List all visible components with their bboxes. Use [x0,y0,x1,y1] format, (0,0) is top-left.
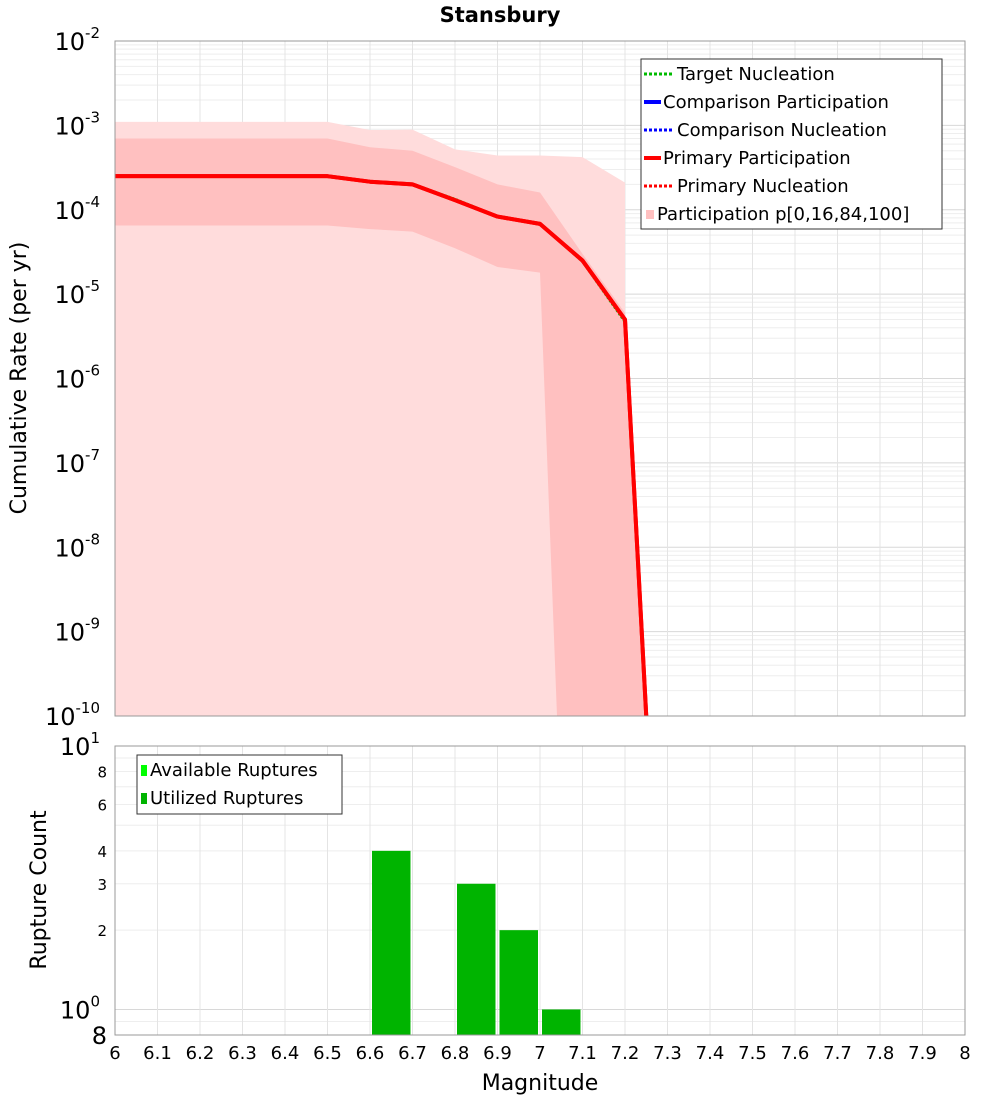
top-lines [115,174,649,717]
y-tick-label: 10-8 [54,530,100,562]
y-tick-label: 8 [97,764,107,782]
x-tick-label: 6.6 [356,1043,385,1064]
top-y-axis-label: Cumulative Rate (per yr) [7,242,32,515]
x-tick-label: 7 [534,1043,545,1064]
bottom-x-ticks: 6 6.1 6.2 6.3 6.4 6.5 6.6 6.7 6.8 6.9 7 7.1 7.2 7.3 7.… [109,1043,970,1064]
band-p16-p84 [115,138,647,717]
top-legend: Target Nucleation Comparison Participatio… [640,58,943,230]
legend-swatch [141,765,147,776]
top-plot-border [114,40,966,717]
legend-swatch [141,793,147,804]
y-tick-label: 10-6 [54,362,100,394]
chart-title: Stansbury [440,3,561,27]
band-p0-p100 [115,121,625,716]
x-axis-label: Magnitude [482,1071,599,1096]
bottom-bars [372,850,581,1035]
legend-label: Primary Nucleation [677,176,849,197]
top-bands [115,121,647,717]
y-tick-label: 10-9 [54,615,100,647]
legend-box [136,754,343,815]
legend-label: Participation p[0,16,84,100] [657,204,909,225]
x-tick-label: 7.2 [611,1043,640,1064]
x-tick-label: 7.3 [653,1043,682,1064]
y-tick-label: 4 [97,843,107,861]
x-tick-label: 7.7 [823,1043,852,1064]
y-tick-label: 101 [60,729,100,761]
x-tick-label: 7.1 [568,1043,597,1064]
legend-label: Target Nucleation [676,64,835,85]
legend-label: Primary Participation [663,148,851,169]
bottom-y-axis-label: Rupture Count [27,810,52,970]
y-tick-label: 100 [60,992,100,1024]
x-tick-label: 8 [959,1043,970,1064]
x-tick-label: 6.5 [313,1043,342,1064]
x-tick-label: 7.6 [781,1043,810,1064]
bar [542,1009,581,1035]
y-tick-label: 10-3 [54,108,100,140]
y-tick-label: 10-2 [54,24,100,56]
x-tick-label: 7.4 [696,1043,725,1064]
x-tick-label: 6.7 [398,1043,427,1064]
legend-label: Comparison Nucleation [677,120,887,141]
top-y-ticks: 10-2 10-3 10-4 10-5 10-6 10-7 10-8 10-9 10-10 [45,24,100,731]
bar [499,930,538,1035]
y-tick-label: 6 [97,796,107,814]
legend-label: Comparison Participation [663,92,889,113]
series-line-primary-participation-top [115,174,649,717]
x-tick-label: 6.8 [441,1043,470,1064]
y-tick-label: 10-4 [54,193,100,225]
x-tick-label: 6.1 [143,1043,172,1064]
x-tick-label: 6.3 [228,1043,257,1064]
x-tick-label: 7.8 [866,1043,895,1064]
y-tick-label: 8 [92,1022,107,1050]
x-tick-label: 6.4 [271,1043,300,1064]
y-tick-label: 10-10 [45,699,100,731]
y-tick-label: 10-5 [54,277,100,309]
x-tick-label: 7.9 [908,1043,937,1064]
x-tick-label: 7.5 [738,1043,767,1064]
bar [457,883,496,1035]
y-tick-label: 10-7 [54,446,100,478]
bottom-legend: Available Ruptures Utilized Ruptures [136,754,343,815]
top-panel: 10-2 10-3 10-4 10-5 10-6 10-7 10-8 10-9 10-10 Cu… [7,24,966,731]
legend-label: Utilized Ruptures [150,788,303,809]
legend-label: Available Ruptures [150,760,318,781]
y-tick-label: 3 [97,876,107,894]
x-tick-label: 6 [109,1043,120,1064]
y-tick-label: 2 [97,922,107,940]
bar [372,850,411,1035]
x-tick-label: 6.9 [483,1043,512,1064]
legend-box [640,58,943,230]
legend-swatch [646,210,654,219]
x-tick-label: 6.2 [186,1043,215,1064]
bottom-plot-border [114,745,966,1036]
